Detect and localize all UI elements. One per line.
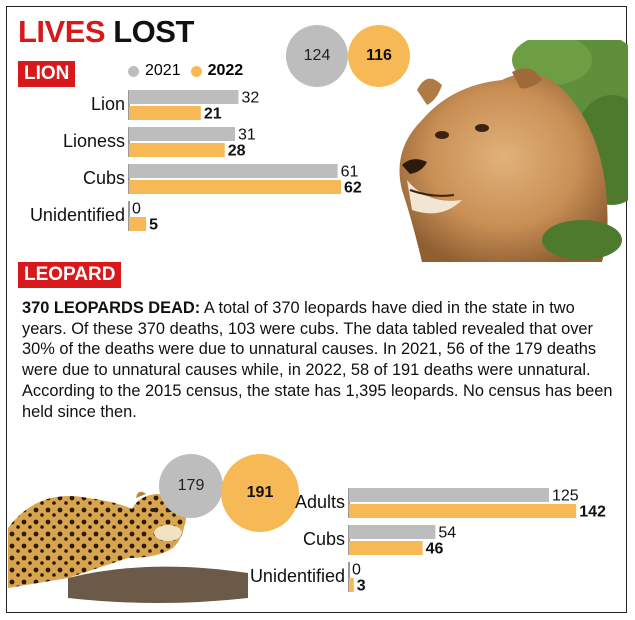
lion-bar-unidentified-2022 bbox=[129, 217, 147, 231]
legend-2021-swatch bbox=[128, 65, 139, 77]
legend: 2021 2022 bbox=[128, 62, 243, 80]
lion-value-lioness-2021: 31 bbox=[238, 127, 256, 144]
lion-bar-cubs-2022 bbox=[129, 180, 342, 194]
leopard-section-label: LEOPARD bbox=[18, 262, 122, 288]
lioness-photo bbox=[399, 40, 628, 262]
leopard-value-unidentified-2022: 3 bbox=[357, 578, 366, 595]
leopard-value-cubs-2021: 54 bbox=[438, 525, 456, 542]
leopard-bar-adults-2021 bbox=[349, 488, 549, 502]
leopard-bar-cubs-2022 bbox=[349, 541, 423, 555]
lion-bar-cubs-2021 bbox=[129, 164, 338, 178]
lion-value-unidentified-2021: 0 bbox=[132, 201, 141, 218]
leopard-photo bbox=[8, 491, 248, 603]
leopard-category-adults: Adults bbox=[295, 492, 345, 512]
leopard-paragraph-body: A total of 370 leopards have died in the… bbox=[22, 299, 613, 421]
lion-value-cubs-2022: 62 bbox=[344, 180, 362, 197]
legend-2022-label: 2022 bbox=[207, 62, 244, 79]
leopard-paragraph-lead: 370 LEOPARDS DEAD: bbox=[22, 299, 201, 317]
leopard-value-adults-2022: 142 bbox=[579, 504, 606, 521]
leopard-value-cubs-2022: 46 bbox=[426, 541, 444, 558]
title-word-lost: LOST bbox=[113, 14, 194, 49]
lion-category-lioness: Lioness bbox=[63, 131, 125, 151]
lion-bar-lioness-2022 bbox=[129, 143, 225, 157]
lion-total-2022: 116 bbox=[348, 25, 410, 87]
page-title: LIVES LOST bbox=[18, 14, 194, 50]
leopard-paragraph: 370 LEOPARDS DEAD: A total of 370 leopar… bbox=[22, 298, 620, 422]
leopard-bar-unidentified-2022 bbox=[349, 578, 354, 592]
lion-value-cubs-2021: 61 bbox=[341, 164, 359, 181]
frame-border bbox=[6, 6, 627, 613]
leopard-category-cubs: Cubs bbox=[303, 529, 345, 549]
lion-value-unidentified-2022: 5 bbox=[149, 217, 158, 234]
lion-total-2021: 124 bbox=[286, 25, 348, 87]
leopard-total-2021: 179 bbox=[159, 454, 223, 518]
legend-2022-swatch bbox=[190, 65, 202, 77]
lion-category-cubs: Cubs bbox=[83, 168, 125, 188]
lion-category-unidentified: Unidentified bbox=[30, 205, 125, 225]
lion-bar-lion-2022 bbox=[129, 106, 201, 120]
leopard-bar-adults-2022 bbox=[349, 504, 577, 518]
leopard-category-unidentified: Unidentified bbox=[250, 566, 345, 586]
lion-bar-lioness-2021 bbox=[129, 127, 236, 141]
lion-bar-lion-2021 bbox=[129, 90, 239, 104]
lion-category-lion: Lion bbox=[91, 94, 125, 114]
leopard-total-2022: 191 bbox=[221, 454, 299, 532]
lion-value-lion-2021: 32 bbox=[241, 90, 259, 107]
lion-value-lioness-2022: 28 bbox=[228, 143, 246, 160]
lion-value-lion-2022: 21 bbox=[204, 106, 222, 123]
leopard-bar-cubs-2021 bbox=[349, 525, 436, 539]
title-word-lives: LIVES bbox=[18, 14, 106, 49]
leopard-value-unidentified-2021: 0 bbox=[352, 562, 361, 579]
legend-2021-label: 2021 bbox=[145, 62, 181, 79]
lion-section-label: LION bbox=[18, 61, 76, 87]
leopard-value-adults-2021: 125 bbox=[552, 488, 579, 505]
